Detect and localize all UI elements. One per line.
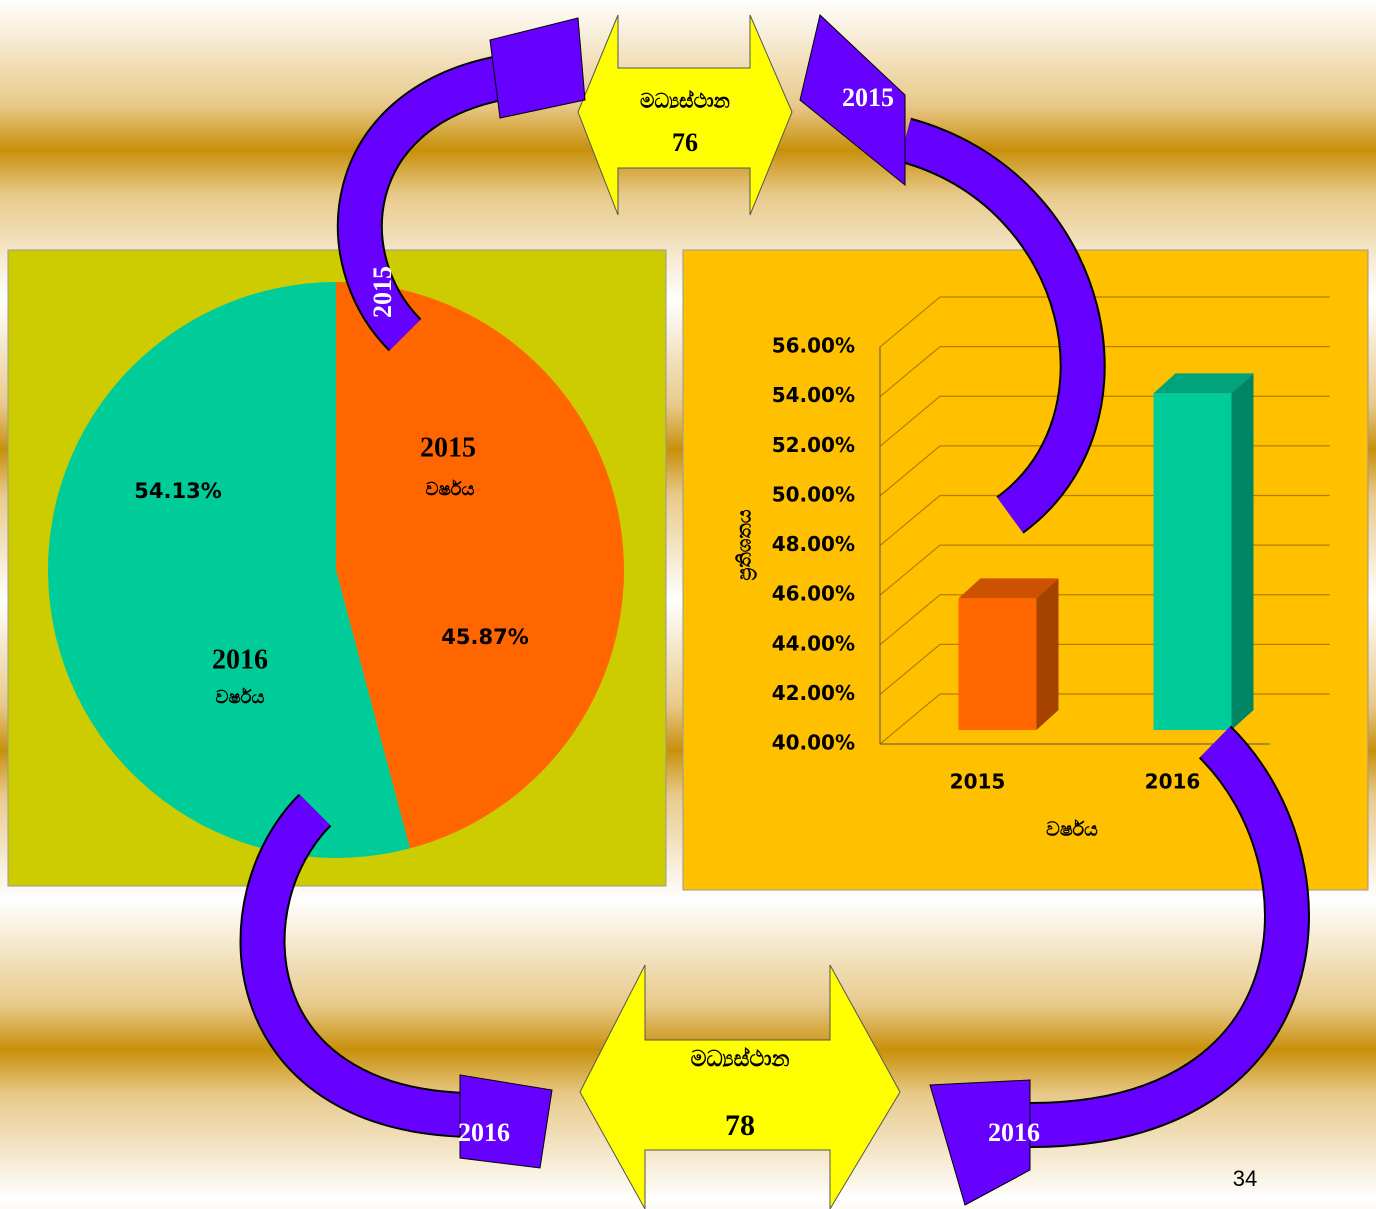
callout-label: මධ්‍යස්ථාන xyxy=(691,1046,790,1072)
callout-value: 76 xyxy=(672,128,698,157)
bar xyxy=(959,598,1037,730)
y-tick-label: 50.00% xyxy=(772,482,855,506)
y-tick-label: 40.00% xyxy=(772,731,855,755)
slide: 2015 වර්ෂය 45.87% 2016 වර්ෂය 54.13% 40.00% 42.0… xyxy=(0,0,1376,1209)
slice-category: 2016 xyxy=(212,644,268,675)
arrow-label: 2015 xyxy=(842,83,894,112)
arrow-label: 2015 xyxy=(368,266,397,318)
x-tick-label: 2015 xyxy=(950,770,1006,794)
y-axis-label: ප්‍රතිශතය xyxy=(734,509,758,580)
y-tick-label: 54.00% xyxy=(772,383,855,407)
slice-note: වර්ෂය xyxy=(216,686,265,708)
slice-category: 2015 xyxy=(420,432,476,463)
callout-label: මධ්‍යස්ථාන xyxy=(640,88,730,112)
y-tick-label: 52.00% xyxy=(772,433,855,457)
slice-value-label: 54.13% xyxy=(134,479,221,503)
bar-side-shade xyxy=(1037,578,1059,730)
x-tick-label: 2016 xyxy=(1145,770,1201,794)
y-tick-label: 46.00% xyxy=(772,582,855,606)
arrow-label: 2016 xyxy=(458,1118,510,1147)
y-tick-label: 48.00% xyxy=(772,532,855,556)
slice-value-label: 45.87% xyxy=(441,625,528,649)
bar xyxy=(1154,393,1232,730)
y-tick-label: 44.00% xyxy=(772,631,855,655)
callout-value: 78 xyxy=(725,1109,755,1142)
y-tick-label: 56.00% xyxy=(772,334,855,358)
page-number: 34 xyxy=(1233,1166,1257,1191)
x-axis-label: වර්ෂය xyxy=(1046,819,1098,841)
y-tick-label: 42.00% xyxy=(772,681,855,705)
arrow-label: 2016 xyxy=(988,1118,1040,1147)
bar-side-shade xyxy=(1232,373,1254,730)
slice-note: වර්ෂය xyxy=(426,478,475,500)
